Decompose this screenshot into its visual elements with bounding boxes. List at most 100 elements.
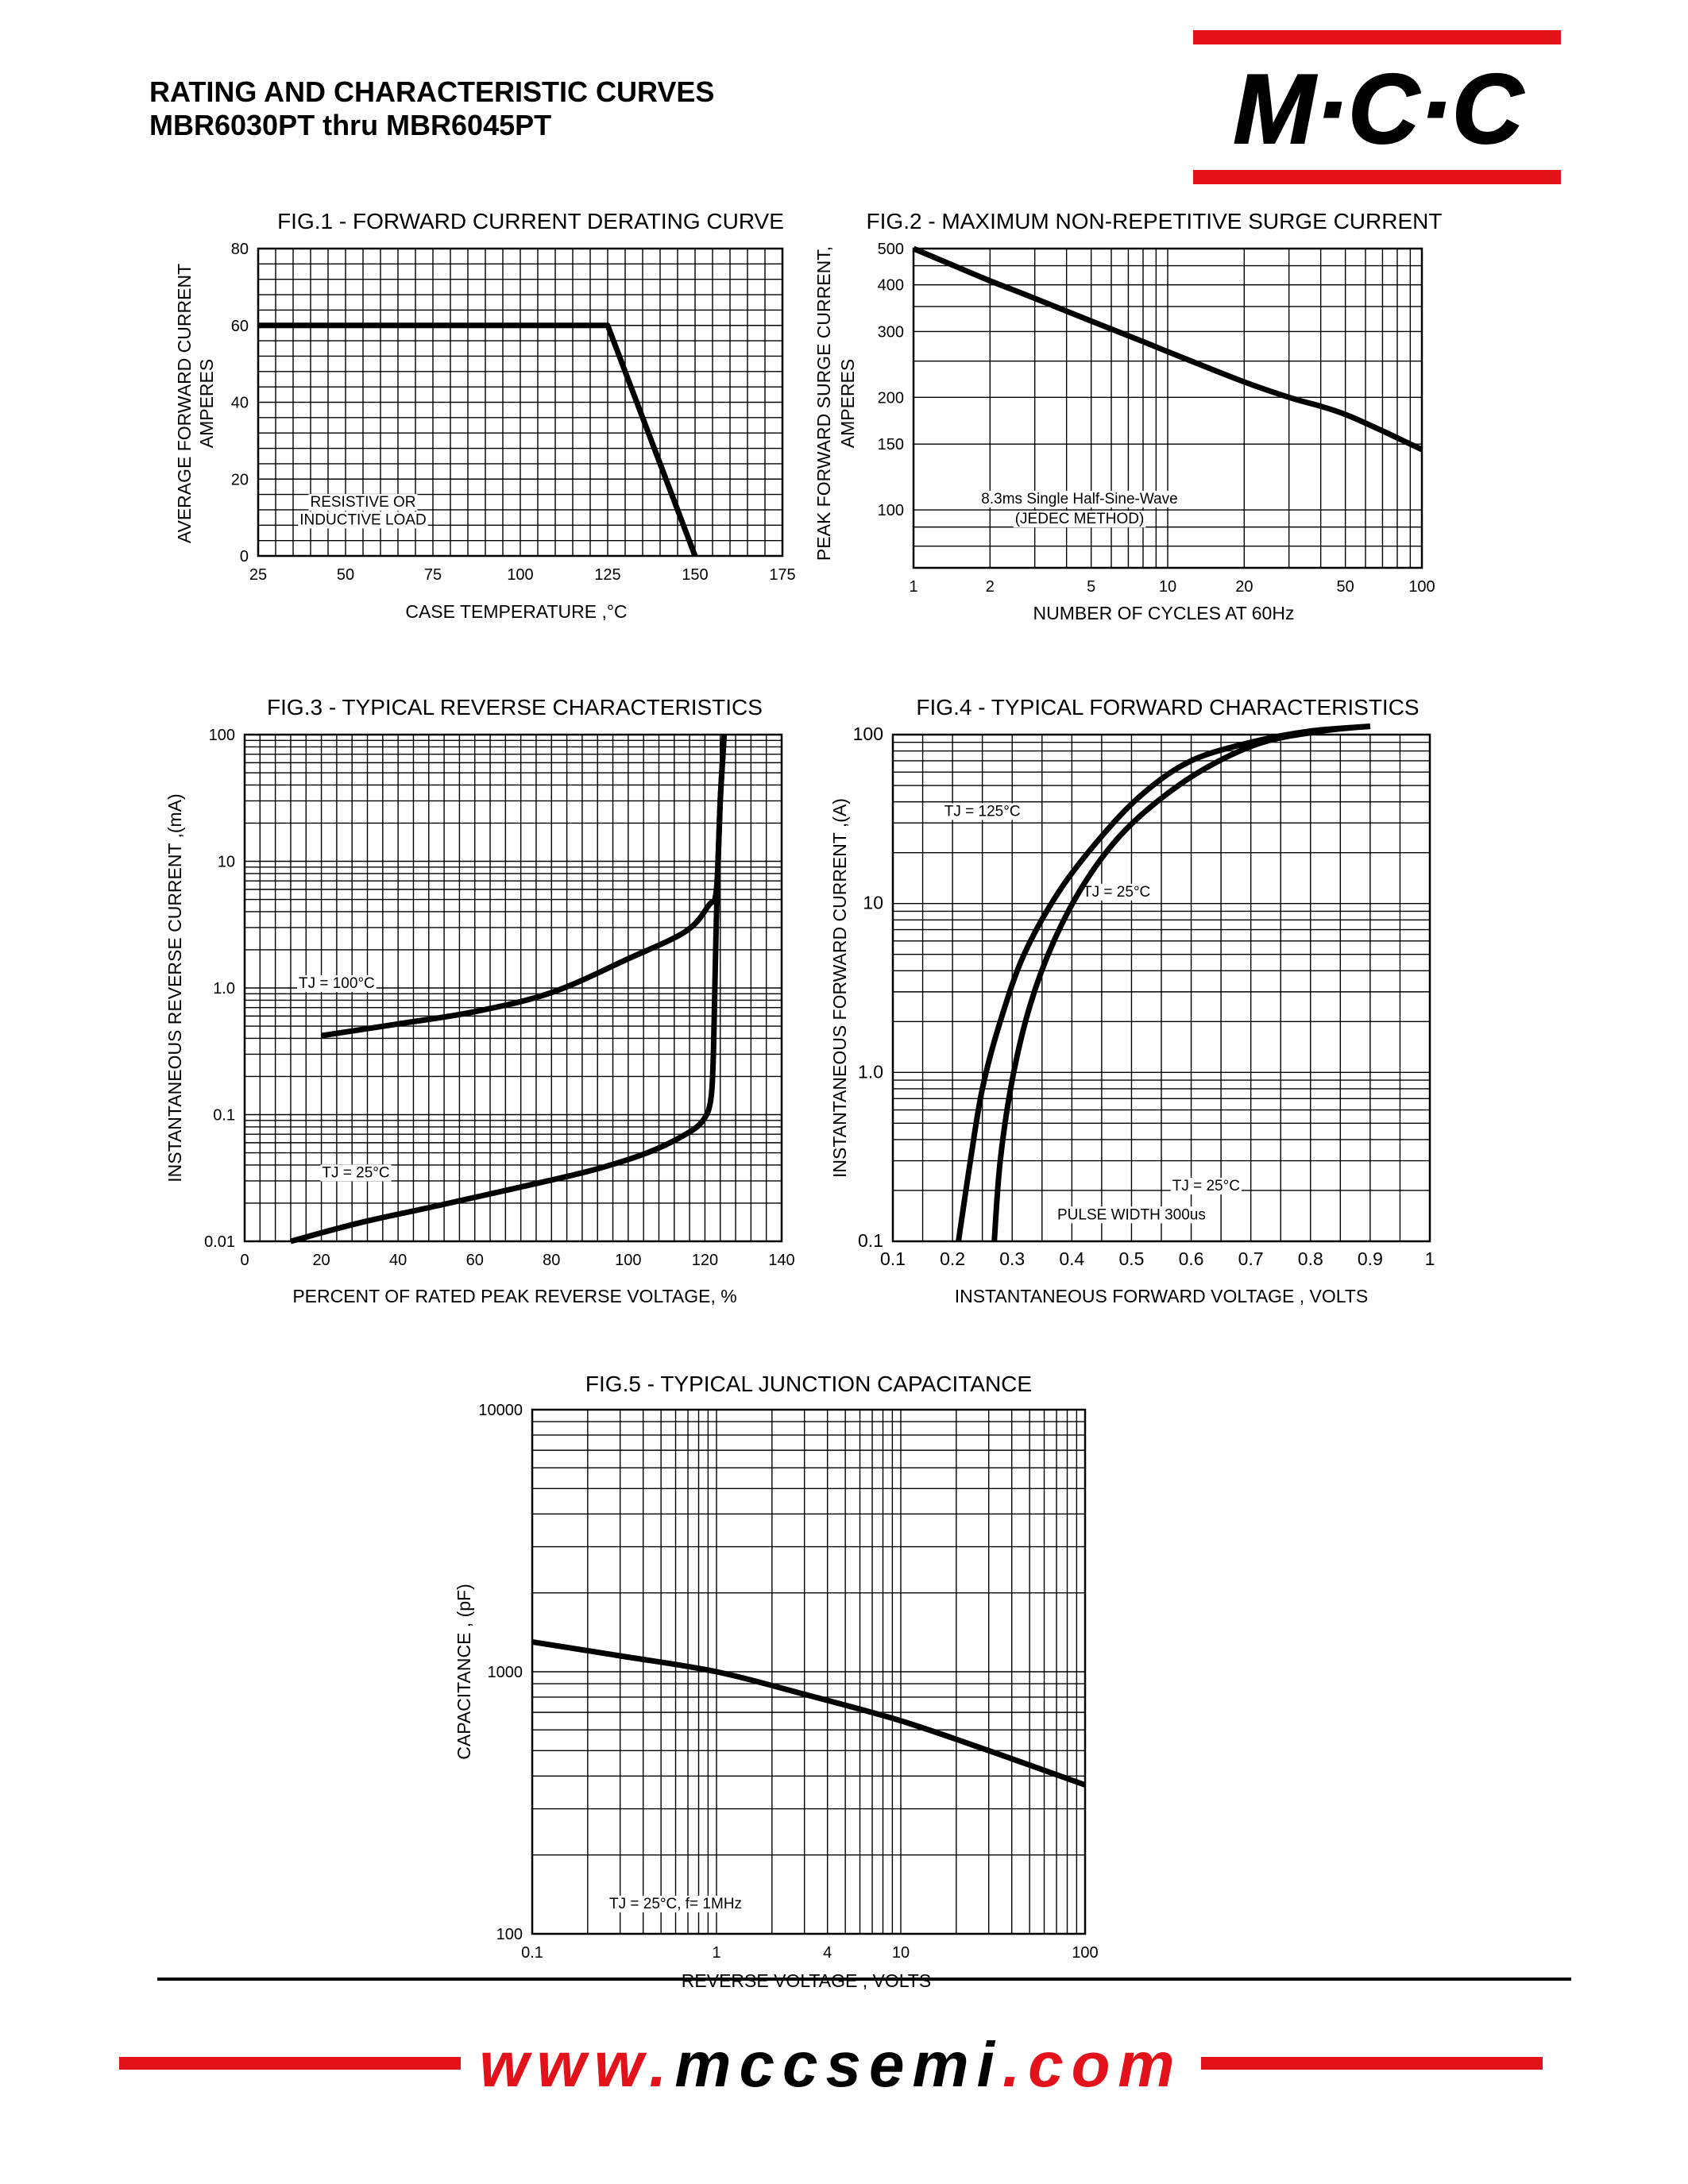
fig5-annotation-bg	[608, 1896, 744, 1913]
fig5-chart: 0.1 1 4 10 100 100 1000 10000 FIG.5 - TYPICAL JU…	[454, 1372, 1099, 1991]
fig4-annotation: PULSE WIDTH 300us	[1057, 1206, 1206, 1223]
fig4-xtick-label: 0.2	[940, 1248, 965, 1269]
fig4-annotation: TJ = 25°C	[1172, 1178, 1240, 1194]
footer-url[interactable]: www.mccsemi.com	[461, 2029, 1201, 2101]
fig3-annotation-bg	[320, 1164, 392, 1182]
fig3-annotation: TJ = 25°C	[322, 1164, 389, 1181]
fig2-grid	[913, 248, 1423, 569]
fig2-xtick-label: 10	[1159, 578, 1176, 596]
fig1-annotation-bg	[308, 494, 418, 511]
fig5-ytick-label: 10000	[478, 1402, 523, 1419]
fig2-xtick-label: 20	[1235, 578, 1253, 596]
fig4-grid	[892, 734, 1431, 1242]
fig3-xtick-label: 120	[692, 1252, 718, 1269]
fig4-xtick-label: 0.9	[1358, 1248, 1383, 1269]
fig1-ytick-label: 20	[231, 471, 249, 488]
logo-bottom-bar	[1193, 170, 1561, 184]
fig1-xtick-label: 50	[337, 566, 354, 584]
fig4-title: FIG.4 - TYPICAL FORWARD CHARACTERISTICS	[916, 695, 1419, 720]
fig2-frame	[912, 247, 1423, 569]
fig5-annotation: TJ = 25°C, f= 1MHz	[609, 1896, 742, 1912]
fig5-frame	[531, 1408, 1087, 1935]
fig2-xtick-label: 5	[1087, 578, 1095, 596]
fig4-xtick-label: 0.3	[999, 1248, 1025, 1269]
fig4-series-line-1	[956, 723, 1371, 1242]
fig2-ylabel: AMPERES	[837, 359, 858, 448]
fig4-xtick-label: 0.1	[880, 1248, 906, 1269]
fig2-ytick-label: 400	[878, 277, 904, 295]
fig1-title: FIG.1 - FORWARD CURRENT DERATING CURVE	[277, 209, 784, 233]
footer-url-prefix: www.	[479, 2029, 675, 2100]
fig2-chart: 1 2 5 10 20 50 100 100 150 200 300 400 500 FIG.2 - MA…	[813, 209, 1442, 623]
fig4-ytick-label: 0.1	[858, 1230, 883, 1251]
fig5-ylabel: CAPACITANCE , (pF)	[454, 1584, 474, 1760]
fig4-annotation: TJ = 25°C	[1083, 884, 1150, 901]
fig2-xtick-label: 50	[1337, 578, 1354, 596]
fig1-frame	[257, 247, 784, 558]
fig2-ylabel: PEAK FORWARD SURGE CURRENT,	[813, 246, 834, 561]
footer-divider	[157, 1978, 1571, 1981]
fig1-ytick-label: 60	[231, 318, 249, 335]
fig5-grid	[531, 1409, 1086, 1935]
fig1-ylabel: AVERAGE FORWARD CURRENT	[174, 264, 195, 543]
logo-top-bar	[1193, 30, 1561, 44]
fig3-xtick-label: 100	[615, 1252, 641, 1269]
fig2-ytick-label: 100	[878, 502, 904, 519]
footer-url-brand: mccsemi	[674, 2029, 1002, 2100]
fig1-annotation: INDUCTIVE LOAD	[299, 511, 426, 528]
fig5-ytick-label: 100	[496, 1926, 523, 1943]
fig2-ytick-label: 500	[878, 241, 904, 258]
fig5-series-line-1	[531, 1638, 1087, 1788]
fig5-xtick-label: 100	[1072, 1944, 1098, 1962]
fig3-chart: 0 20 40 60 80 100 120 140 0.01 0.1 1.0 10 100 FIG.3 -…	[164, 695, 795, 1306]
fig3-ytick-label: 1.0	[213, 980, 235, 997]
fig4-xlabel: INSTANTANEOUS FORWARD VOLTAGE , VOLTS	[955, 1286, 1369, 1306]
fig4-annotation-bg	[1170, 1177, 1242, 1194]
fig3-xlabel: PERCENT OF RATED PEAK REVERSE VOLTAGE, %	[292, 1286, 736, 1306]
fig3-ytick-label: 0.01	[204, 1233, 235, 1251]
fig3-ylabel: INSTANTANEOUS REVERSE CURRENT ,(mA)	[164, 793, 185, 1182]
fig1-xtick-label: 150	[682, 566, 708, 584]
fig1-chart: 25 50 75 100 125 150 175 0 20 40 60 80 FIG.1 - FORWA…	[174, 209, 796, 622]
fig3-ytick-label: 10	[218, 854, 235, 871]
fig1-series-line-1	[258, 322, 698, 558]
fig3-series-line-2	[289, 734, 728, 1244]
fig3-xtick-label: 20	[312, 1252, 330, 1269]
fig4-ytick-label: 100	[853, 723, 883, 744]
fig1-xlabel: CASE TEMPERATURE ,°C	[405, 601, 627, 622]
fig5-xtick-label: 1	[712, 1944, 720, 1962]
fig2-annotation: (JEDEC METHOD)	[1015, 511, 1145, 527]
fig4-frame	[891, 733, 1431, 1243]
fig4-xtick-label: 0.6	[1179, 1248, 1204, 1269]
page-title-line1: RATING AND CHARACTERISTIC CURVES	[149, 75, 715, 108]
fig4-chart: 0.1 0.2 0.3 0.4 0.5 0.6 0.7 0.8 0.9 1 0.1 1.0 10 100 F…	[829, 695, 1435, 1306]
fig4-annotation-bg	[1081, 883, 1153, 901]
fig2-xtick-label: 1	[909, 578, 917, 596]
fig2-annotation-bg	[1013, 511, 1146, 528]
mcc-logo: M·C·C	[1233, 54, 1525, 165]
fig4-annotation: TJ = 125°C	[944, 803, 1021, 820]
fig3-xtick-label: 80	[543, 1252, 560, 1269]
fig5-title: FIG.5 - TYPICAL JUNCTION CAPACITANCE	[585, 1372, 1032, 1396]
fig4-xtick-label: 0.5	[1118, 1248, 1144, 1269]
fig3-title: FIG.3 - TYPICAL REVERSE CHARACTERISTICS	[267, 695, 763, 720]
fig4-annotation-bg	[942, 803, 1022, 820]
fig1-annotation: RESISTIVE OR	[310, 494, 415, 511]
footer-bar-left	[119, 2057, 461, 2070]
fig2-ytick-label: 150	[878, 436, 904, 453]
footer-bar-right	[1201, 2057, 1543, 2070]
fig1-ylabel: AMPERES	[196, 359, 217, 448]
fig1-xtick-label: 175	[769, 566, 795, 584]
fig4-ytick-label: 1.0	[858, 1061, 883, 1082]
fig3-xtick-label: 0	[240, 1252, 249, 1269]
page-title-line2: MBR6030PT thru MBR6045PT	[149, 109, 552, 141]
fig1-xtick-label: 75	[424, 566, 442, 584]
fig1-xtick-label: 100	[507, 566, 533, 584]
footer-url-suffix: .com	[1002, 2029, 1183, 2100]
fig4-xtick-label: 0.4	[1059, 1248, 1084, 1269]
fig2-annotation-bg	[979, 491, 1180, 508]
fig1-ytick-label: 40	[231, 395, 249, 412]
fig3-annotation-bg	[296, 975, 377, 992]
fig5-xtick-label: 0.1	[521, 1944, 543, 1962]
